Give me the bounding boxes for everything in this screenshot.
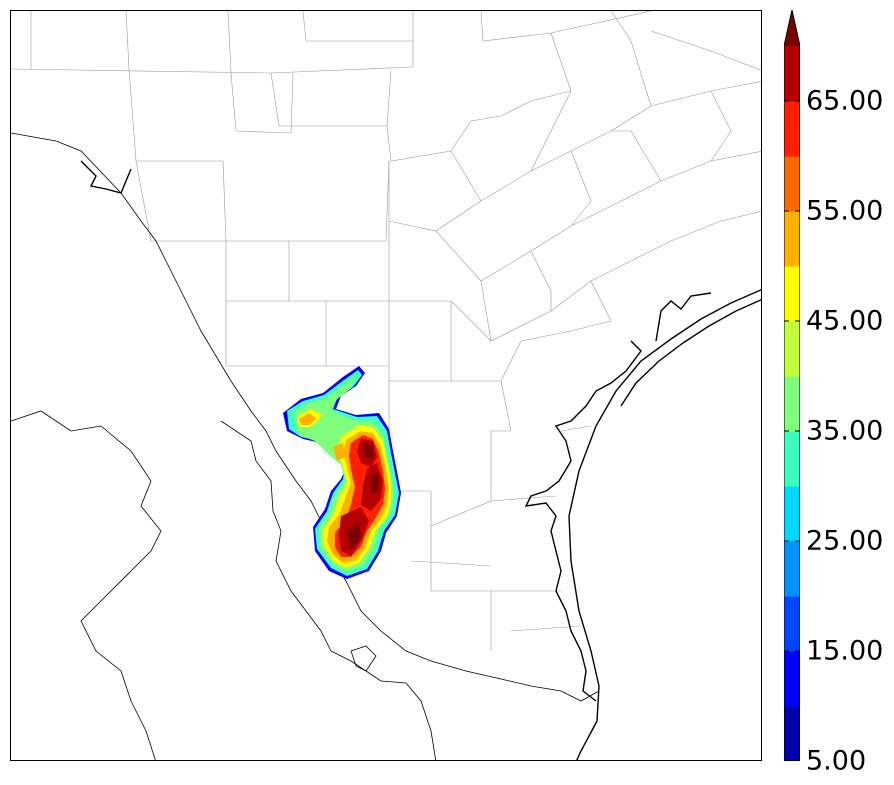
colorbar-segment: [784, 321, 800, 377]
colorbar-segment: [784, 156, 800, 212]
colorbar-tick-label: 25.00: [806, 525, 884, 557]
colorbar-tick-label: 55.00: [806, 195, 884, 227]
colorbar-segment: [784, 376, 800, 432]
colorbar-segment: [784, 486, 800, 542]
colorbar-outline: [784, 10, 800, 761]
colorbar-segment: [784, 651, 800, 707]
colorbar-segment: [784, 46, 800, 102]
colorbar-extend-arrow: [784, 10, 800, 46]
precip-contours: [283, 366, 401, 579]
map-panel: [10, 10, 762, 761]
colorbar-tick-label: 65.00: [806, 85, 884, 117]
map-canvas: [11, 11, 761, 760]
colorbar-tick-label: 5.00: [806, 745, 867, 777]
colorbar-tick-label: 45.00: [806, 305, 884, 337]
colorbar-segment: [784, 596, 800, 652]
coastline: [80, 160, 761, 760]
colorbar-segment: [784, 541, 800, 597]
colorbar-segment: [784, 431, 800, 487]
contour-level-maroon: [347, 443, 379, 549]
colorbar-segment: [784, 211, 800, 267]
colorbar-segment: [784, 706, 800, 761]
international-border: [11, 132, 600, 760]
colorbar-segment: [784, 266, 800, 322]
colorbar: [784, 10, 800, 761]
colorbar-segment: [784, 101, 800, 157]
contour-level-darkred: [339, 439, 383, 556]
county-lines: [11, 11, 761, 651]
colorbar-tick-label: 35.00: [806, 415, 884, 447]
colorbar-tick-label: 15.00: [806, 635, 884, 667]
